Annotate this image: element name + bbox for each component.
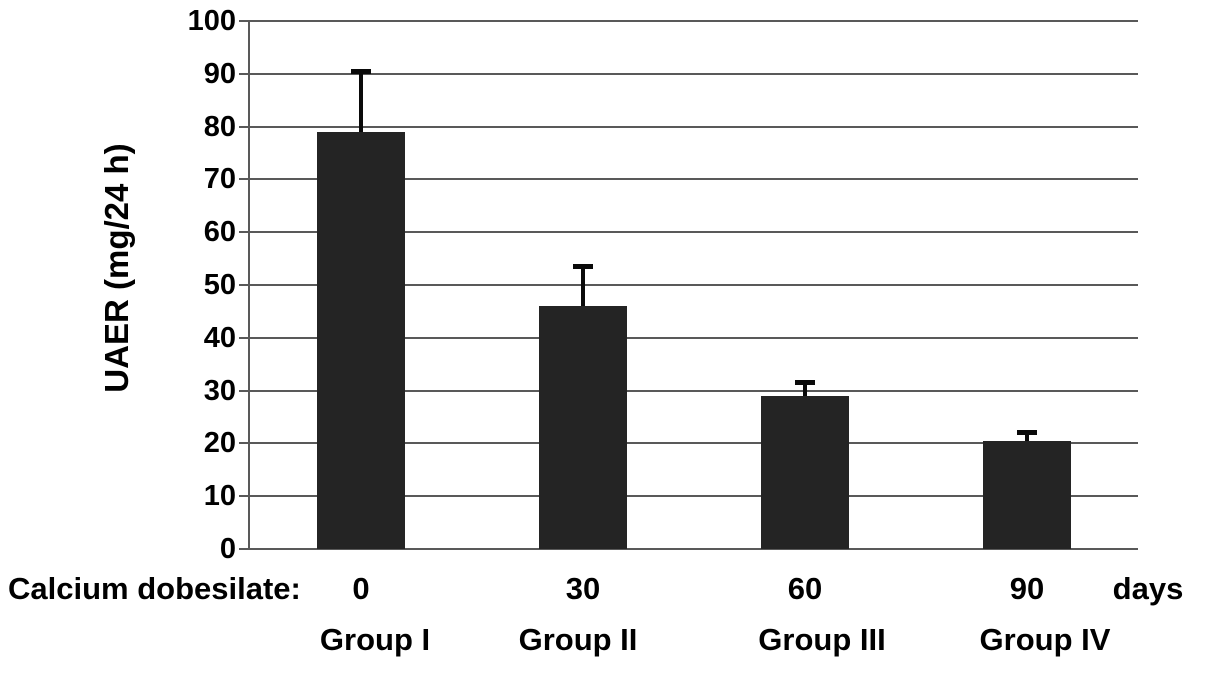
y-tick-label: 20 bbox=[203, 427, 236, 460]
y-gridline bbox=[250, 284, 1138, 286]
y-gridline bbox=[250, 125, 1138, 128]
y-axis-tick bbox=[239, 20, 250, 22]
y-gridline bbox=[250, 20, 1138, 22]
y-gridline bbox=[250, 178, 1138, 181]
y-axis-tick bbox=[239, 178, 250, 181]
error-bar-cap bbox=[573, 263, 593, 269]
x-axis-prefix-label: Calcium dobesilate: bbox=[8, 571, 301, 606]
y-gridline bbox=[250, 231, 1138, 234]
y-tick-label: 10 bbox=[203, 480, 236, 513]
error-bar-stem bbox=[1025, 430, 1029, 441]
y-axis-tick bbox=[239, 495, 250, 498]
x-axis-group-label: Group II bbox=[518, 622, 638, 657]
error-bar-stem bbox=[803, 380, 807, 396]
x-axis-group-label: Group I bbox=[319, 622, 431, 657]
x-axis-group-label: Group III bbox=[758, 622, 886, 657]
y-gridline bbox=[250, 72, 1138, 75]
y-gridline bbox=[250, 389, 1138, 392]
y-tick-label: 100 bbox=[187, 5, 236, 37]
y-axis-tick bbox=[239, 442, 250, 445]
x-axis-dose-label: 90 bbox=[1009, 571, 1045, 606]
y-gridline bbox=[250, 495, 1138, 498]
y-gridline bbox=[250, 442, 1138, 445]
y-tick-label: 0 bbox=[219, 533, 236, 565]
y-tick-label: 30 bbox=[203, 374, 236, 407]
bar-group-2 bbox=[539, 306, 627, 549]
x-axis-dose-label: 60 bbox=[787, 571, 823, 606]
error-bar-stem bbox=[359, 68, 363, 132]
bar-group-3 bbox=[761, 395, 849, 549]
x-axis-unit-label: days bbox=[1112, 571, 1184, 606]
y-axis-line bbox=[248, 21, 250, 549]
y-tick-label: 80 bbox=[203, 110, 236, 143]
y-axis-tick bbox=[239, 284, 250, 286]
bar-group-4 bbox=[983, 440, 1071, 549]
y-gridline bbox=[250, 548, 1138, 550]
y-axis-tick bbox=[239, 389, 250, 392]
y-axis-tick bbox=[239, 548, 250, 550]
y-tick-label: 50 bbox=[203, 269, 236, 301]
error-bar-cap bbox=[1017, 430, 1037, 436]
y-axis-tick bbox=[239, 336, 250, 339]
y-tick-label: 40 bbox=[203, 321, 236, 354]
x-axis-dose-label: 30 bbox=[565, 571, 601, 606]
y-gridline bbox=[250, 336, 1138, 339]
y-axis-tick bbox=[239, 231, 250, 234]
error-bar-stem bbox=[581, 263, 585, 307]
y-axis-tick bbox=[239, 72, 250, 75]
y-tick-label: 60 bbox=[203, 216, 236, 249]
x-axis-dose-label: 0 bbox=[352, 571, 370, 606]
bar-group-1 bbox=[317, 131, 405, 549]
y-tick-label: 70 bbox=[203, 163, 236, 196]
error-bar-cap bbox=[351, 68, 371, 74]
x-axis-group-label: Group IV bbox=[979, 622, 1111, 657]
y-axis-tick bbox=[239, 125, 250, 128]
y-tick-label: 90 bbox=[203, 57, 236, 90]
error-bar-cap bbox=[795, 380, 815, 386]
y-axis-title: UAER (mg/24 h) bbox=[98, 143, 135, 393]
